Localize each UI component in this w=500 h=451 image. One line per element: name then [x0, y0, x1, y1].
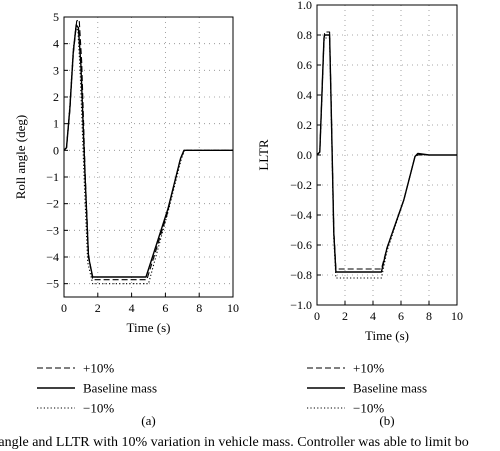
x-tick-label: 4 [129, 301, 135, 315]
y-tick-label: 1.0 [297, 0, 312, 12]
y-tick-label: −0.6 [290, 238, 312, 252]
legend: +10% Baseline mass −10% [37, 361, 157, 416]
x-tick-label: 8 [426, 309, 432, 323]
legend-label-3: −10% [353, 401, 384, 416]
y-tick-label: −1.0 [290, 298, 312, 312]
chart-panel-2: 0 2 4 6 8 10 −1.0 −0.8 −0.6 −0.4 −0.2 0.0 0.2 0.4 0.6 0… [256, 0, 463, 428]
y-tick-label: −0.2 [290, 178, 312, 192]
y-tick-label: 1 [53, 117, 59, 131]
y-tick-label: −3 [46, 223, 59, 237]
chart-panel-1: 0 2 4 6 8 10 −5 −4 −3 −2 −1 0 1 2 3 4 5 Time (s) Roll angl… [13, 10, 239, 428]
figure-caption: l angle and LLTR with 10% variation in v… [0, 434, 500, 451]
x-tick-label: 2 [95, 301, 101, 315]
legend-label-1: +10% [353, 361, 384, 376]
series-line-2 [63, 24, 233, 278]
y-tick-label: −0.8 [290, 268, 312, 282]
x-tick-label: 0 [61, 301, 67, 315]
y-tick-label: 0.8 [297, 28, 312, 42]
x-tick-label: 10 [227, 301, 239, 315]
x-axis-label: Time (s) [127, 320, 171, 335]
legend-label-3: −10% [83, 401, 114, 416]
legend: +10% Baseline mass −10% [307, 361, 427, 416]
legend-label-2: Baseline mass [353, 381, 427, 396]
y-tick-label: 3 [53, 63, 59, 77]
x-tick-label: 6 [398, 309, 404, 323]
legend-label-1: +10% [83, 361, 114, 376]
y-tick-label: −0.4 [290, 208, 312, 222]
series-line-1 [316, 31, 457, 270]
y-tick-label: 2 [53, 90, 59, 104]
y-tick-label: 0.2 [297, 118, 312, 132]
y-tick-label: 0.6 [297, 58, 312, 72]
y-tick-label: 4 [53, 37, 59, 51]
y-tick-label: −5 [46, 277, 59, 291]
x-tick-label: 4 [370, 309, 376, 323]
series-line-3 [63, 27, 233, 285]
y-tick-label: 0 [53, 143, 59, 157]
plot-frame [63, 16, 234, 298]
x-tick-label: 8 [196, 301, 202, 315]
legend-label-2: Baseline mass [83, 381, 157, 396]
x-axis-label: Time (s) [365, 328, 409, 343]
y-axis-label: LLTR [256, 139, 271, 171]
y-tick-label: −1 [46, 170, 59, 184]
y-tick-label: 0.4 [297, 88, 312, 102]
x-tick-label: 6 [162, 301, 168, 315]
figure-caption-text: l angle and LLTR with 10% variation in v… [0, 435, 469, 450]
panel-label: (b) [379, 413, 394, 428]
panel-label: (a) [141, 413, 155, 428]
y-tick-label: 5 [53, 10, 59, 24]
y-tick-label: 0.0 [297, 148, 312, 162]
x-tick-label: 0 [314, 309, 320, 323]
y-tick-label: −2 [46, 197, 59, 211]
series-line-2 [316, 34, 457, 273]
y-axis-label: Roll angle (deg) [13, 115, 28, 199]
series-line-3 [316, 37, 457, 279]
x-tick-label: 10 [451, 309, 463, 323]
x-tick-label: 2 [342, 309, 348, 323]
y-tick-label: −4 [46, 250, 59, 264]
